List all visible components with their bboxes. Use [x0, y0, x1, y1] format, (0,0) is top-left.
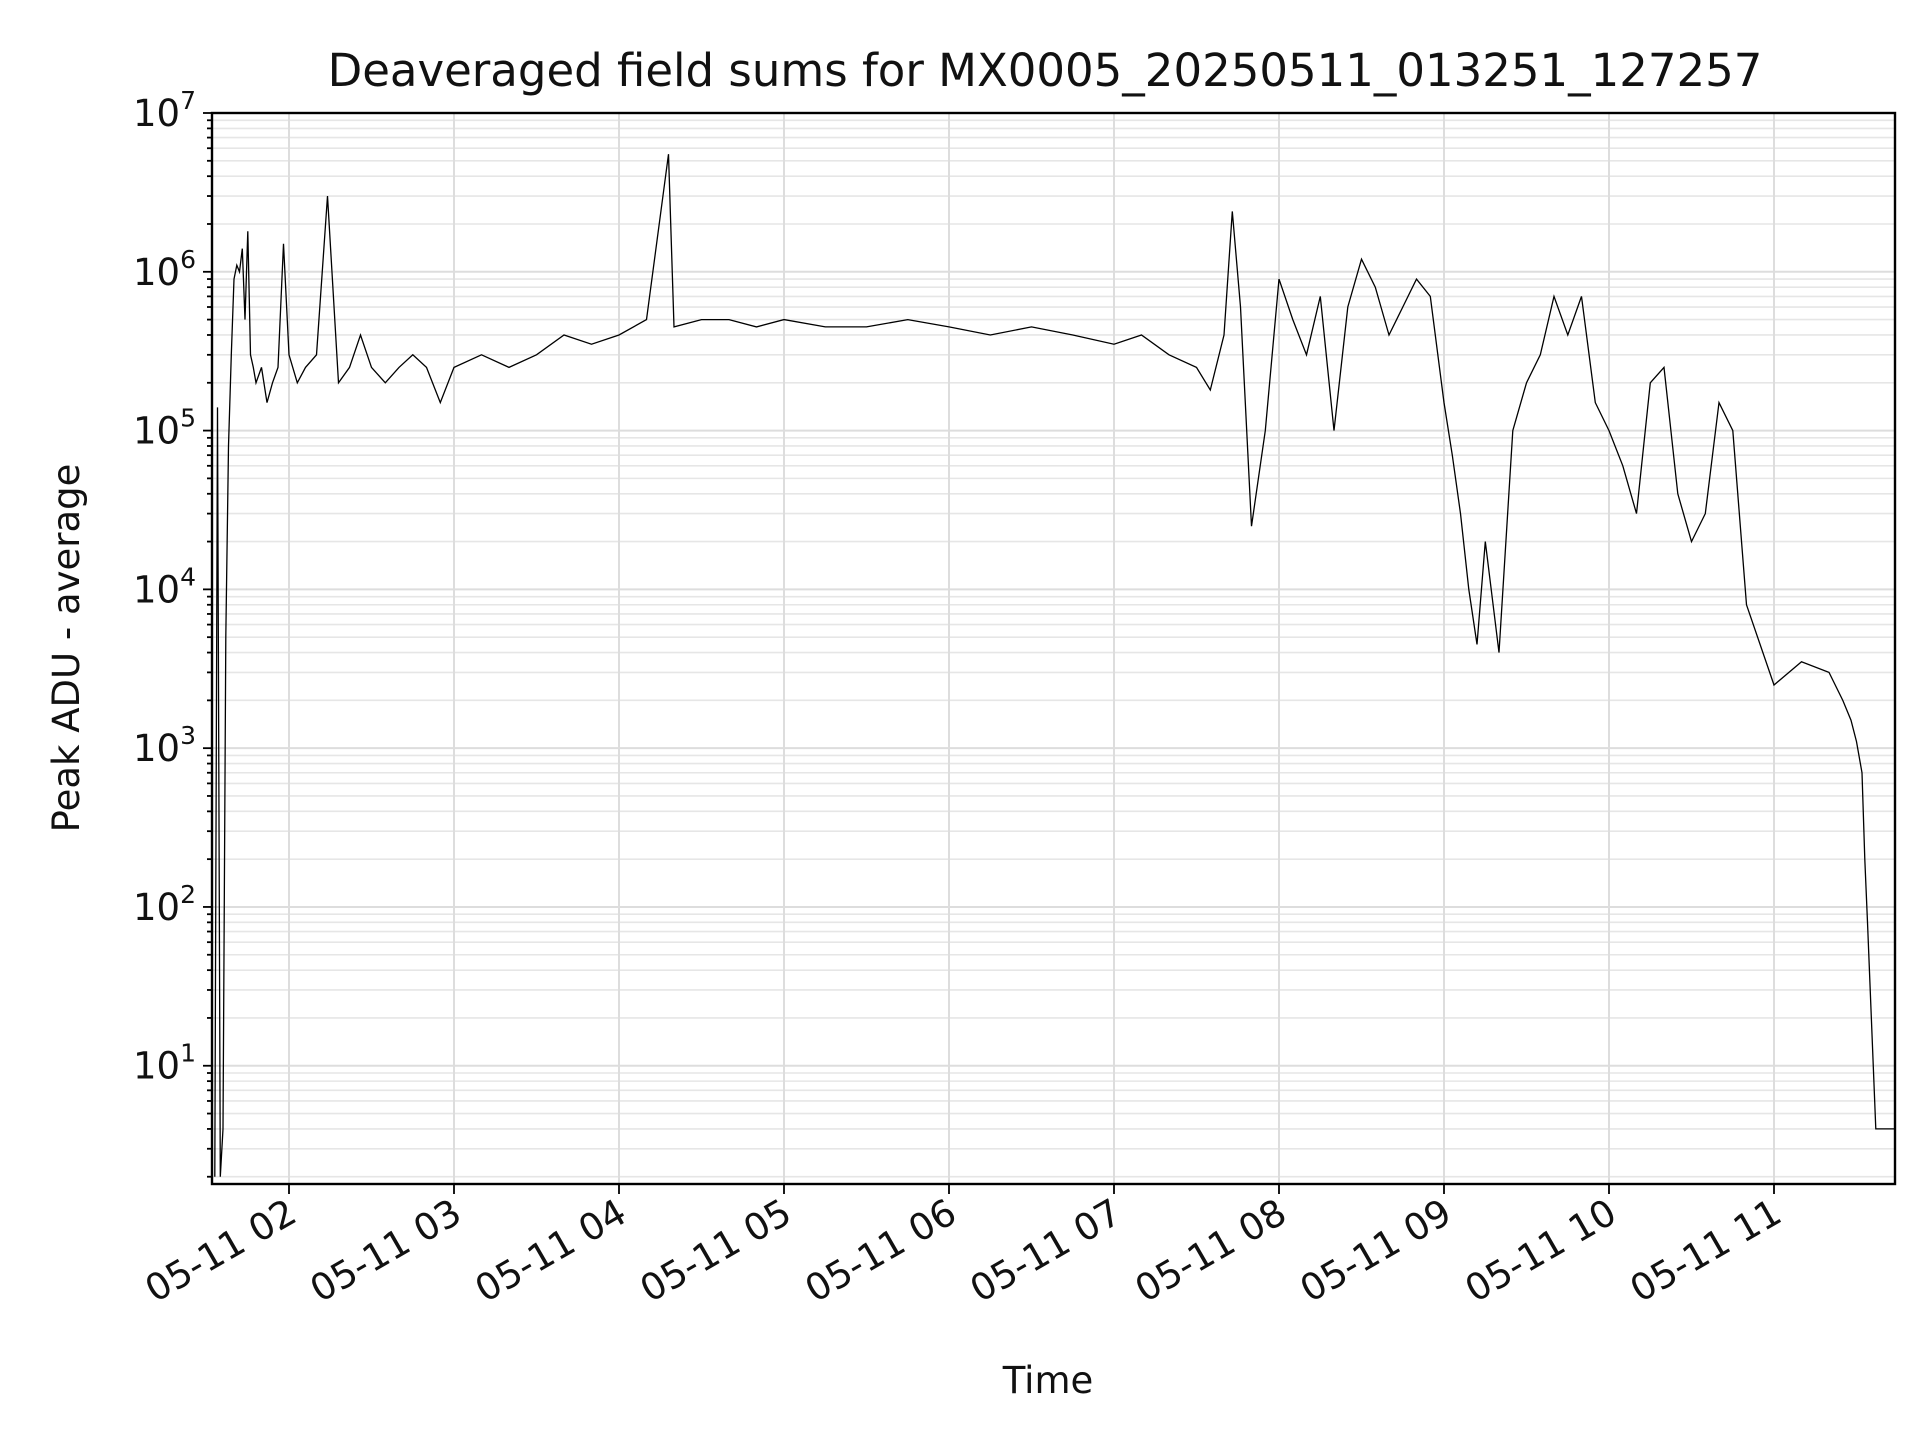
x-tick-label: 05-11 10 [1458, 1191, 1624, 1311]
x-tick-label: 05-11 07 [963, 1191, 1129, 1311]
x-tick-label: 05-11 09 [1293, 1191, 1459, 1311]
y-tick-label: 103 [133, 721, 196, 770]
y-tick-label: 104 [133, 562, 196, 611]
x-tick-labels: 05-11 02 05-11 03 05-11 04 05-11 05 05-11 06… [138, 1191, 1789, 1311]
plot-frame [210, 111, 1897, 1186]
series-line [214, 154, 1895, 1177]
y-tick-label: 105 [133, 404, 196, 453]
x-tick-label: 05-11 02 [138, 1191, 304, 1311]
chart-title: Deaveraged field sums for MX0005_2025051… [328, 44, 1763, 97]
y-tick-label: 101 [133, 1039, 196, 1088]
x-tick-label: 05-11 05 [633, 1191, 799, 1311]
x-tick-label: 05-11 03 [303, 1191, 469, 1311]
axis-ticks [203, 112, 1775, 1194]
y-tick-label: 107 [133, 86, 196, 135]
grid [212, 112, 1895, 1184]
x-tick-label: 05-11 11 [1623, 1191, 1789, 1311]
y-tick-label: 106 [133, 245, 196, 294]
x-tick-label: 05-11 06 [798, 1191, 964, 1311]
y-tick-label: 102 [133, 880, 196, 929]
y-axis-label: Peak ADU - average [45, 464, 88, 833]
x-tick-label: 05-11 04 [468, 1191, 634, 1311]
series-layer [214, 154, 1895, 1177]
x-tick-label: 05-11 08 [1128, 1191, 1294, 1311]
y-tick-labels: 101 102 103 104 105 106 107 [133, 86, 196, 1088]
x-axis-label: Time [1002, 1359, 1094, 1402]
